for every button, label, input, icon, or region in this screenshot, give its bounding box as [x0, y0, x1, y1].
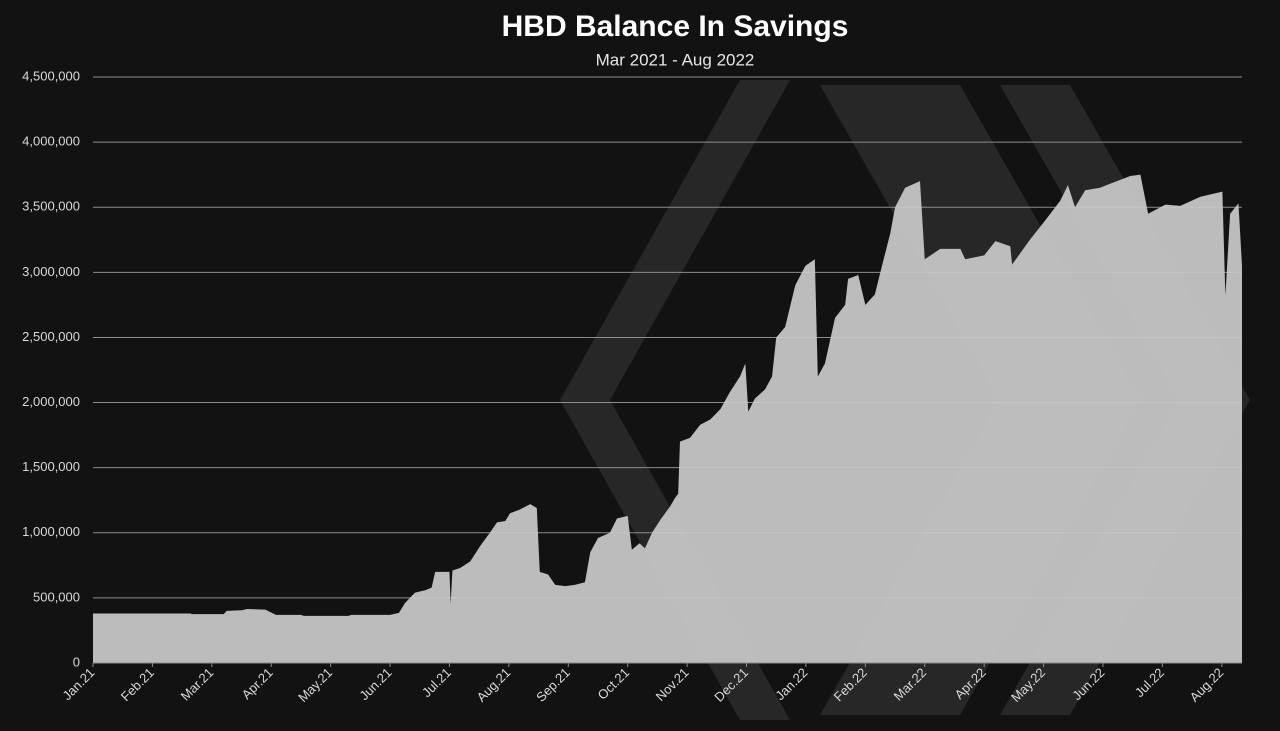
y-tick-label: 3,000,000 — [22, 264, 80, 279]
plot — [93, 174, 1242, 663]
y-tick-label: 4,500,000 — [22, 68, 80, 83]
y-tick-label: 3,500,000 — [22, 199, 80, 214]
y-tick-label: 500,000 — [33, 589, 80, 604]
area — [93, 174, 1242, 663]
y-tick-label: 1,000,000 — [22, 524, 80, 539]
chart-title: HBD Balance In Savings — [502, 10, 849, 43]
y-tick-label: 1,500,000 — [22, 459, 80, 474]
chart-subtitle: Mar 2021 - Aug 2022 — [596, 50, 755, 69]
y-tick-label: 2,000,000 — [22, 394, 80, 409]
y-tick-label: 4,000,000 — [22, 134, 80, 149]
y-tick-label: 0 — [73, 654, 80, 669]
y-tick-label: 2,500,000 — [22, 329, 80, 344]
